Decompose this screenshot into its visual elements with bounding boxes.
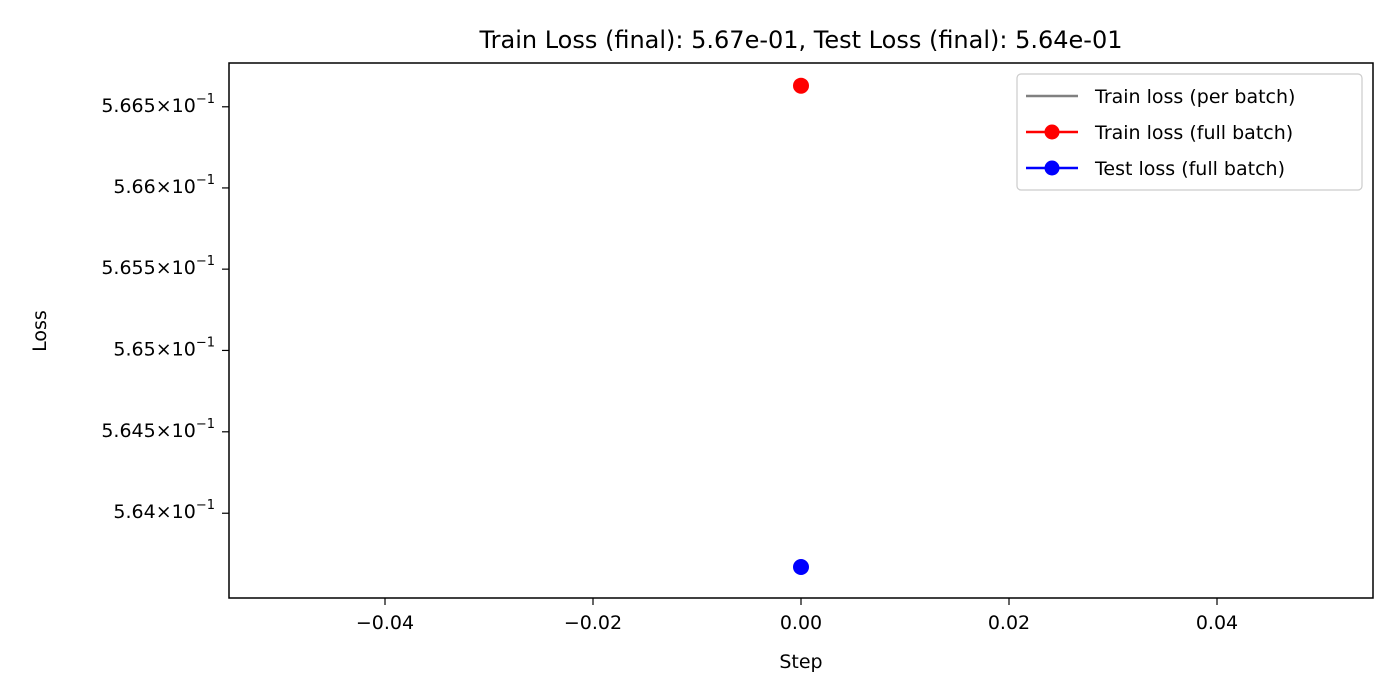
y-tick-mantissa: 5.66 xyxy=(113,176,155,198)
x-axis-label: Step xyxy=(779,651,822,673)
legend-label: Test loss (full batch) xyxy=(1094,158,1285,180)
x-tick-label: 0.00 xyxy=(780,612,822,634)
y-tick-times: × xyxy=(156,95,172,117)
y-tick-base: 10 xyxy=(172,501,196,523)
y-tick-times: × xyxy=(156,420,172,442)
y-tick-exponent: −1 xyxy=(196,417,215,432)
y-tick-mantissa: 5.655 xyxy=(101,257,155,279)
y-tick-label: 5.66×10−1 xyxy=(113,173,215,198)
y-tick-base: 10 xyxy=(172,420,196,442)
legend-box xyxy=(1016,73,1363,191)
y-tick-mantissa: 5.665 xyxy=(101,95,155,117)
x-tick-label: 0.04 xyxy=(1196,612,1238,634)
x-tick-label: −0.04 xyxy=(356,612,414,634)
y-tick-base: 10 xyxy=(172,338,196,360)
y-tick-exponent: −1 xyxy=(196,173,215,188)
x-axis-ticks: −0.04 −0.02 0.00 0.02 0.04 xyxy=(356,598,1238,634)
plot-frame xyxy=(228,62,1374,599)
legend-marker xyxy=(1044,160,1060,176)
legend: Train loss (per batch) Train loss (full b… xyxy=(1016,73,1363,191)
legend-label: Train loss (full batch) xyxy=(1094,122,1293,144)
y-axis-label: Loss xyxy=(29,310,51,352)
x-tick-label: −0.02 xyxy=(564,612,622,634)
y-tick-exponent: −1 xyxy=(196,254,215,269)
y-tick-times: × xyxy=(156,257,172,279)
x-tick-label: 0.02 xyxy=(988,612,1030,634)
y-tick-exponent: −1 xyxy=(196,92,215,107)
y-tick-label: 5.64×10−1 xyxy=(113,498,215,523)
y-tick-label: 5.665×10−1 xyxy=(101,92,215,117)
y-tick-mantissa: 5.64 xyxy=(113,501,155,523)
y-tick-mantissa: 5.65 xyxy=(113,338,155,360)
legend-label: Train loss (per batch) xyxy=(1094,86,1295,108)
y-tick-exponent: −1 xyxy=(196,335,215,350)
y-tick-base: 10 xyxy=(172,176,196,198)
y-tick-label: 5.655×10−1 xyxy=(101,254,215,279)
y-tick-times: × xyxy=(156,338,172,360)
legend-marker xyxy=(1044,124,1060,140)
y-tick-label: 5.65×10−1 xyxy=(113,335,215,360)
y-tick-mantissa: 5.645 xyxy=(101,420,155,442)
data-point-series-1 xyxy=(793,77,809,94)
chart-title: Train Loss (final): 5.67e-01, Test Loss … xyxy=(479,26,1123,54)
y-tick-times: × xyxy=(156,176,172,198)
y-tick-exponent: −1 xyxy=(196,498,215,513)
data-point-series-2 xyxy=(793,559,809,576)
y-tick-label: 5.645×10−1 xyxy=(101,417,215,442)
y-tick-base: 10 xyxy=(172,257,196,279)
series-layer xyxy=(793,77,809,576)
y-tick-base: 10 xyxy=(172,95,196,117)
y-tick-times: × xyxy=(156,501,172,523)
y-axis-ticks: 5.665×10−15.66×10−15.655×10−15.65×10−15.… xyxy=(101,92,229,523)
